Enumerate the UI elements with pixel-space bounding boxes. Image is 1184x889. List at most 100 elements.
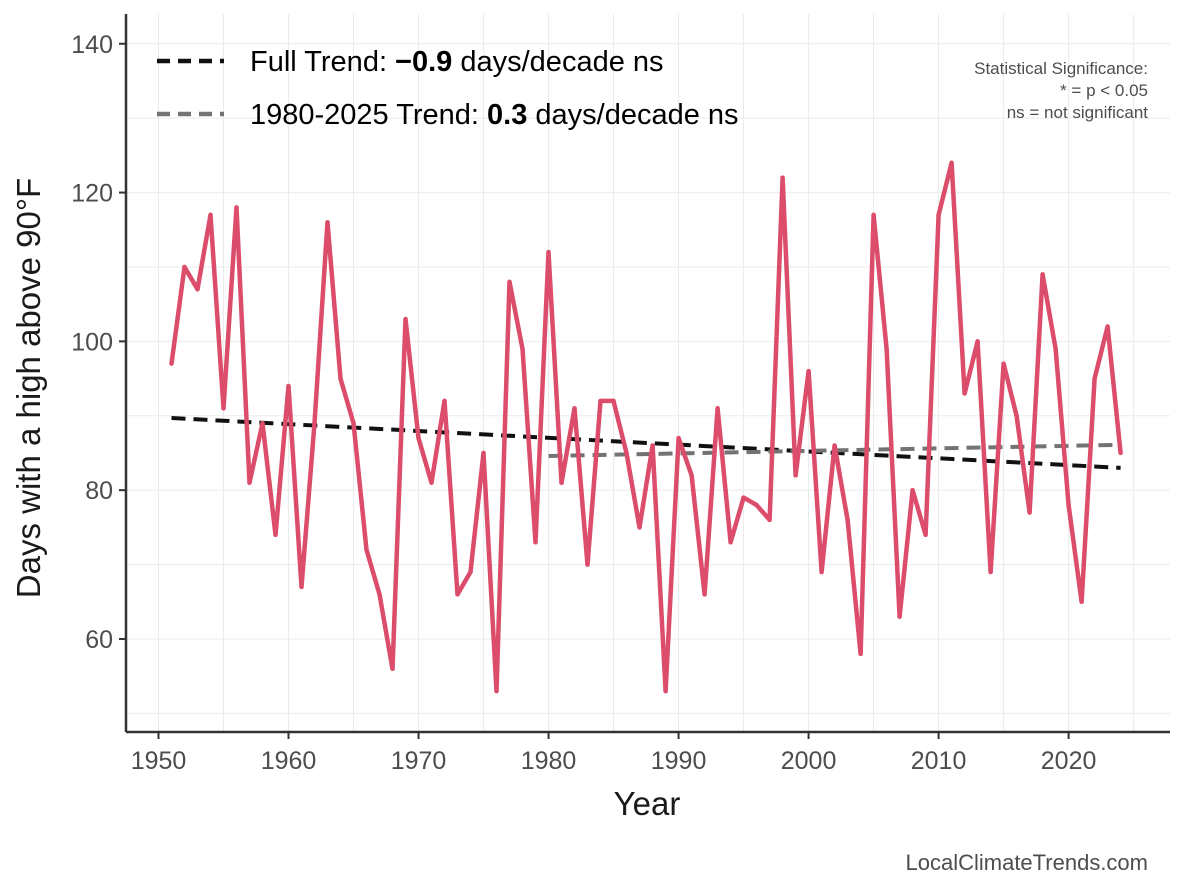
data-point-1955 xyxy=(221,406,226,411)
data-point-2019 xyxy=(1053,346,1058,352)
data-point-1979 xyxy=(533,540,538,545)
data-point-1968 xyxy=(390,666,395,671)
data-point-1998 xyxy=(780,175,785,180)
data-point-2000 xyxy=(806,368,811,374)
data-point-2018 xyxy=(1040,272,1045,277)
data-point-2016 xyxy=(1014,413,1019,418)
data-point-1970 xyxy=(416,435,421,441)
legend-recent-trend-value: 0.3 xyxy=(487,99,527,131)
y-tick-label-100: 100 xyxy=(71,328,113,356)
data-point-1996 xyxy=(754,502,759,508)
data-point-1967 xyxy=(377,592,382,597)
y-tick-label-80: 80 xyxy=(85,477,113,505)
data-point-1984 xyxy=(598,398,603,404)
legend: Full Trend: −0.9 days/decade ns 1980-202… xyxy=(157,46,739,131)
legend-full-trend-value: −0.9 xyxy=(395,46,452,78)
x-tick-label-2000: 2000 xyxy=(781,747,837,775)
data-point-1962 xyxy=(312,421,317,426)
data-point-1975 xyxy=(481,450,486,456)
data-point-1985 xyxy=(611,398,616,404)
data-point-1961 xyxy=(299,584,304,590)
data-point-1993 xyxy=(715,406,720,411)
data-point-2006 xyxy=(884,346,889,352)
data-point-2013 xyxy=(975,339,980,344)
legend-recent-trend-suffix: days/decade ns xyxy=(527,99,738,131)
data-point-2011 xyxy=(949,160,954,166)
data-point-1989 xyxy=(663,688,668,694)
x-tick-label-2010: 2010 xyxy=(911,747,967,775)
x-tick-label-1980: 1980 xyxy=(521,747,577,775)
data-point-1995 xyxy=(741,495,746,500)
data-point-1997 xyxy=(767,517,772,523)
data-point-1981 xyxy=(559,480,564,485)
legend-label-full-trend: Full Trend: −0.9 days/decade ns xyxy=(250,46,664,78)
data-point-1974 xyxy=(468,569,473,575)
data-point-2020 xyxy=(1066,502,1071,508)
data-point-1990 xyxy=(676,435,681,441)
data-point-1963 xyxy=(325,220,330,225)
data-point-1954 xyxy=(208,212,213,218)
data-point-1999 xyxy=(793,473,798,478)
data-point-1953 xyxy=(195,287,200,292)
data-point-1983 xyxy=(585,562,590,567)
data-point-1957 xyxy=(247,480,252,485)
y-tick-label-60: 60 xyxy=(85,626,113,654)
data-point-1958 xyxy=(260,421,265,426)
data-point-2008 xyxy=(910,487,915,493)
series-line-0 xyxy=(169,160,1123,694)
data-point-1956 xyxy=(234,205,239,210)
data-point-2007 xyxy=(897,614,902,619)
x-tick-label-2020: 2020 xyxy=(1041,747,1097,775)
data-point-1960 xyxy=(286,383,291,389)
x-axis-title: Year xyxy=(614,785,681,822)
trend-line-full-trend xyxy=(171,416,1121,470)
data-point-1987 xyxy=(637,525,642,530)
data-point-1992 xyxy=(702,592,707,597)
y-tick-label-120: 120 xyxy=(71,180,113,208)
legend-recent-trend-prefix: 1980-2025 Trend: xyxy=(250,99,487,131)
data-point-1952 xyxy=(182,264,187,270)
y-axis-title: Days with a high above 90°F xyxy=(10,178,47,598)
significance-note-ns: ns = not significant xyxy=(1007,103,1149,122)
data-point-2010 xyxy=(936,212,941,218)
data-point-1988 xyxy=(650,443,655,448)
data-point-2015 xyxy=(1001,361,1006,366)
y-tick-label-140: 140 xyxy=(71,31,113,59)
legend-full-trend-suffix: days/decade ns xyxy=(452,46,663,78)
grid xyxy=(126,14,1170,732)
data-point-1980 xyxy=(546,249,551,255)
x-tick-label-1990: 1990 xyxy=(651,747,707,775)
significance-note-p: * = p < 0.05 xyxy=(1060,81,1148,100)
data-point-1959 xyxy=(273,532,278,538)
legend-label-recent-trend: 1980-2025 Trend: 0.3 days/decade ns xyxy=(250,99,739,131)
data-point-1964 xyxy=(338,376,343,381)
data-point-2022 xyxy=(1092,376,1097,381)
data-point-2024 xyxy=(1118,450,1123,456)
data-point-2002 xyxy=(832,443,837,448)
data-point-1986 xyxy=(624,450,629,456)
site-credit: LocalClimateTrends.com xyxy=(906,850,1149,875)
data-point-1991 xyxy=(689,473,694,478)
data-point-1977 xyxy=(507,279,512,285)
data-point-1976 xyxy=(494,688,499,694)
data-point-2005 xyxy=(871,212,876,218)
x-tick-label-1970: 1970 xyxy=(391,747,447,775)
data-point-2003 xyxy=(845,517,850,523)
data-point-2001 xyxy=(819,569,824,575)
data-point-2023 xyxy=(1105,324,1110,329)
data-point-2017 xyxy=(1027,510,1032,515)
data-point-1982 xyxy=(572,406,577,411)
data-point-1965 xyxy=(351,421,356,426)
significance-note-title: Statistical Significance: xyxy=(974,59,1148,78)
data-point-1971 xyxy=(429,480,434,485)
significance-note: Statistical Significance: * = p < 0.05 n… xyxy=(974,59,1148,122)
x-tick-label-1960: 1960 xyxy=(261,747,317,775)
axes: 60 80 100 120 140 1950 1960 1970 1980 1990 2000 201… xyxy=(71,14,1170,775)
data-point-1966 xyxy=(364,547,369,552)
data-point-2014 xyxy=(988,569,993,575)
data-point-1978 xyxy=(520,346,525,352)
data-point-2009 xyxy=(923,532,928,538)
x-tick-label-1950: 1950 xyxy=(131,747,187,775)
data-point-1994 xyxy=(728,540,733,545)
